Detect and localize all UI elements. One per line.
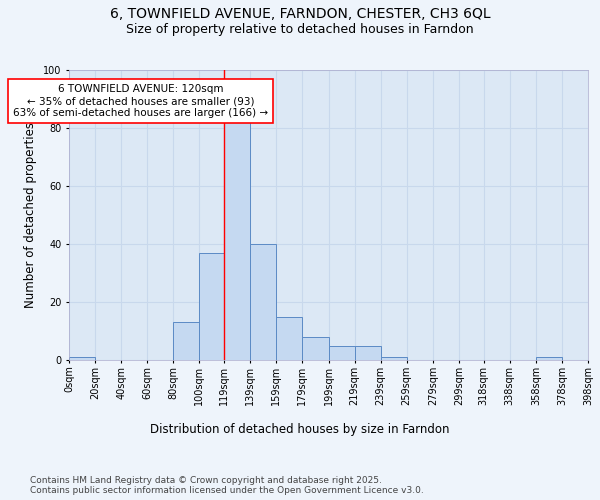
Bar	[302, 337, 329, 360]
Bar	[277, 316, 302, 360]
Text: Contains HM Land Registry data © Crown copyright and database right 2025.
Contai: Contains HM Land Registry data © Crown c…	[30, 476, 424, 495]
Bar	[250, 244, 277, 360]
Text: 6 TOWNFIELD AVENUE: 120sqm
← 35% of detached houses are smaller (93)
63% of semi: 6 TOWNFIELD AVENUE: 120sqm ← 35% of deta…	[13, 84, 268, 117]
Bar	[355, 346, 380, 360]
Bar	[199, 252, 224, 360]
Bar	[536, 357, 562, 360]
Y-axis label: Number of detached properties: Number of detached properties	[25, 122, 37, 308]
Text: 6, TOWNFIELD AVENUE, FARNDON, CHESTER, CH3 6QL: 6, TOWNFIELD AVENUE, FARNDON, CHESTER, C…	[110, 8, 490, 22]
Text: Size of property relative to detached houses in Farndon: Size of property relative to detached ho…	[126, 22, 474, 36]
Bar	[380, 357, 407, 360]
Bar	[173, 322, 199, 360]
Bar	[224, 114, 250, 360]
Bar	[69, 357, 95, 360]
Bar	[329, 346, 355, 360]
Text: Distribution of detached houses by size in Farndon: Distribution of detached houses by size …	[150, 422, 450, 436]
